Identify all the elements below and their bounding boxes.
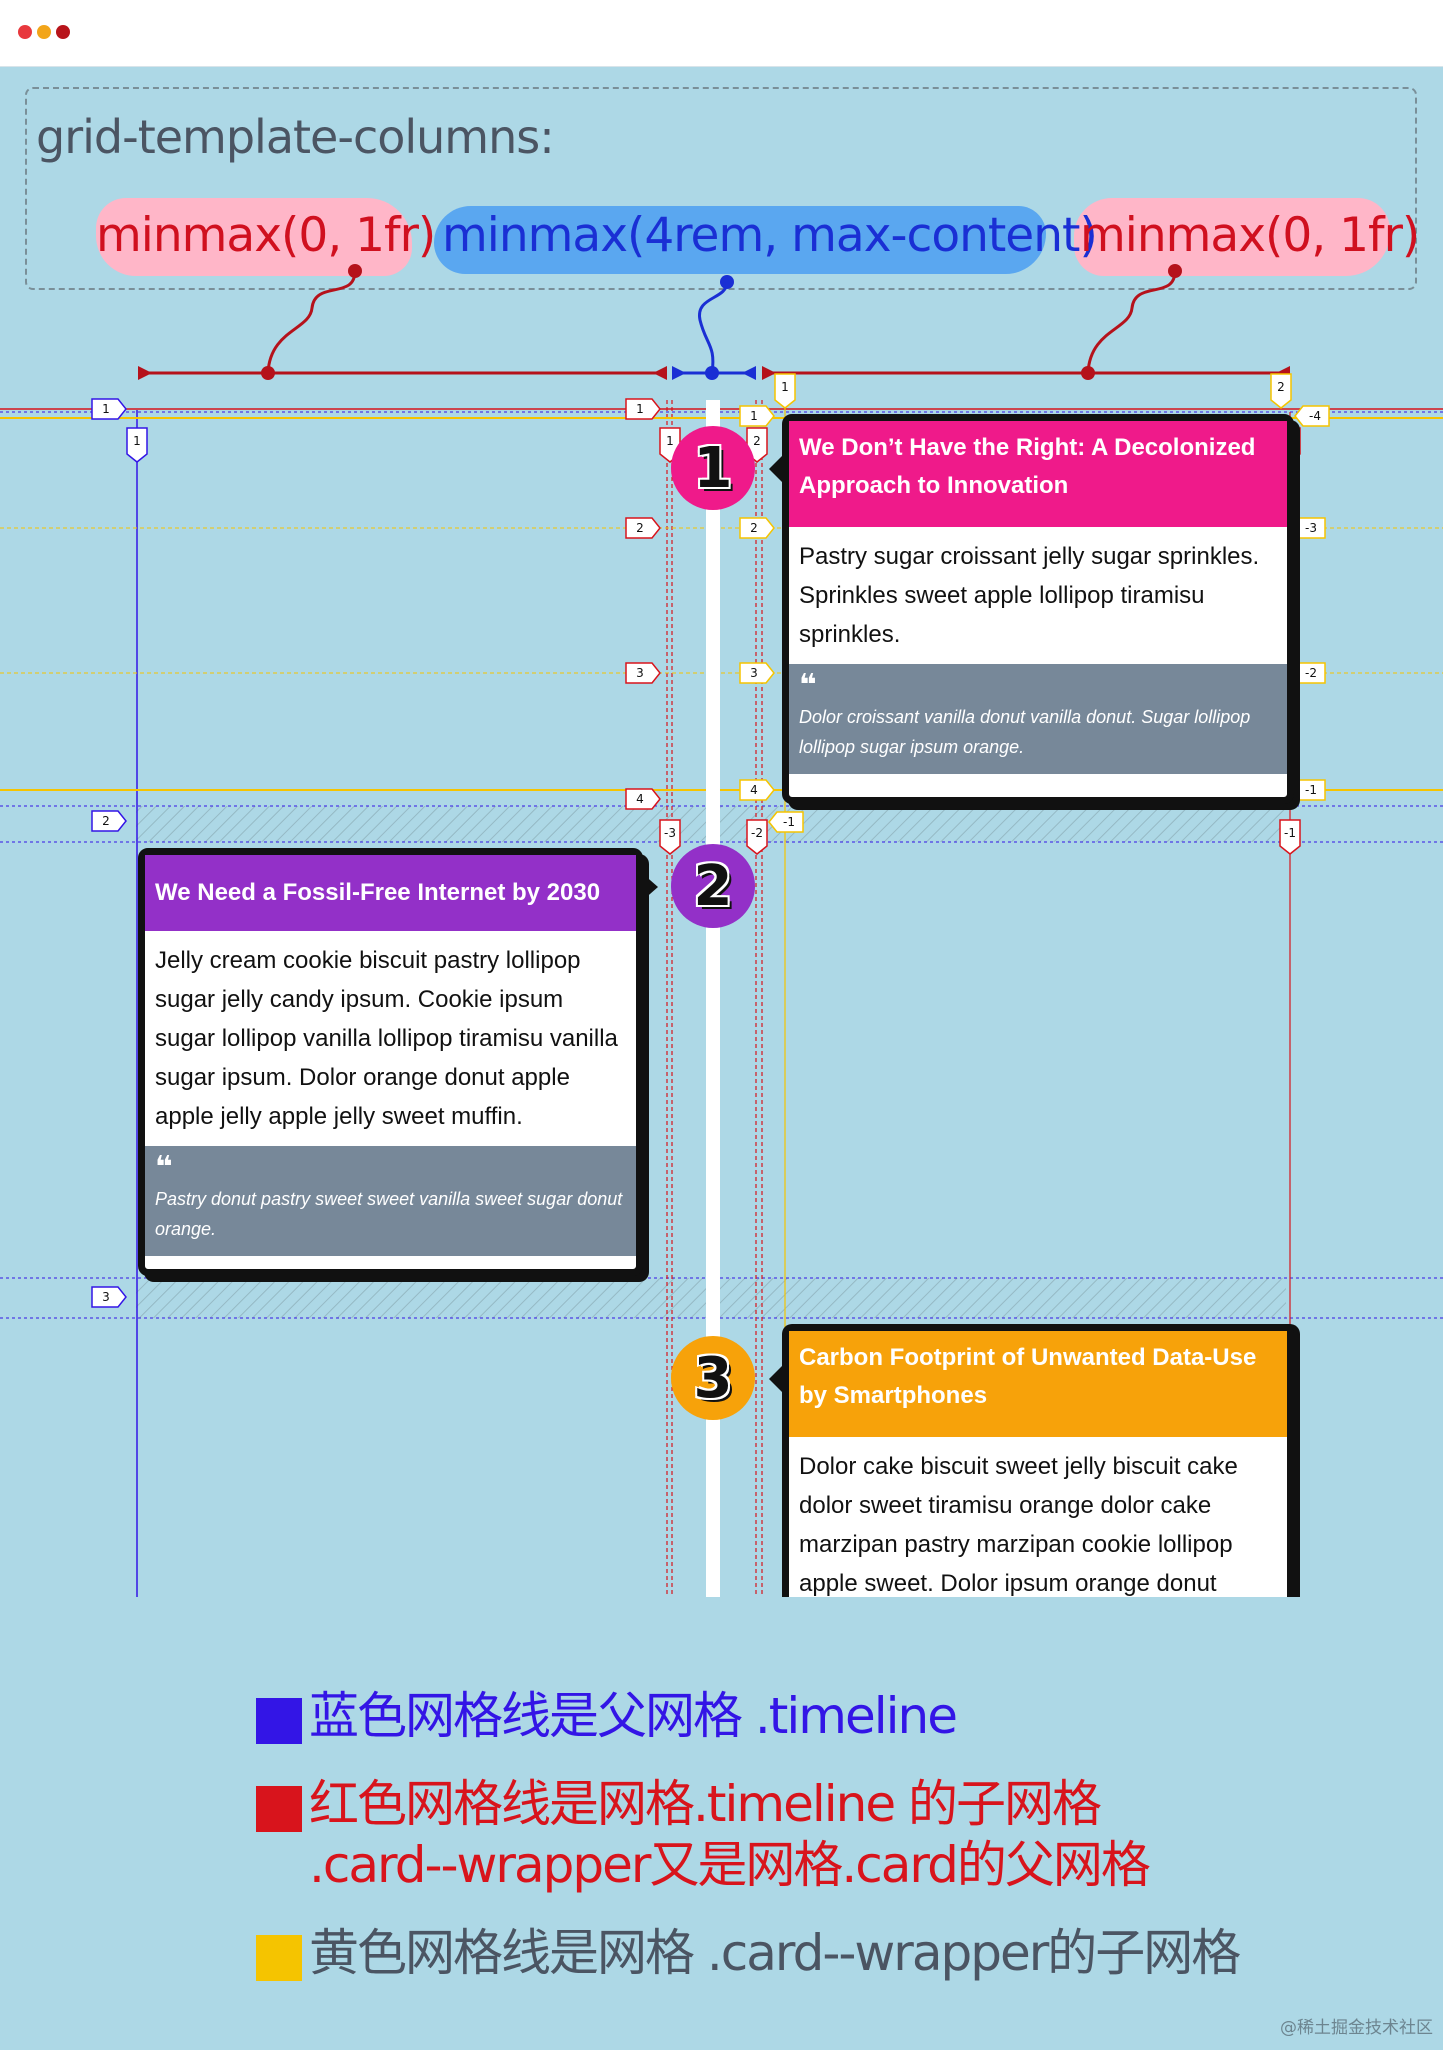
svg-text:4: 4	[750, 783, 758, 797]
timeline-badge-3: 3	[671, 1336, 755, 1420]
highlight-blob-column-2	[434, 206, 1046, 274]
grid-tag-parent-row-2: 2	[91, 810, 127, 832]
card-1-pointer	[769, 455, 783, 483]
grid-tag-parent-row-1: 1	[91, 398, 127, 420]
svg-text:1: 1	[102, 402, 110, 416]
grid-tag-subgrid-column-neg2: -2	[746, 819, 768, 855]
svg-text:3: 3	[102, 1290, 110, 1304]
quote-icon: ❝	[799, 669, 817, 702]
grid-tag-subgrid-row-2: 2	[625, 517, 661, 539]
legend-red-text-line-1: 红色网格线是网格.timeline 的子网格	[309, 1775, 1102, 1833]
card-1-body: Pastry sugar croissant jelly sugar sprin…	[799, 543, 1260, 648]
svg-text:2: 2	[750, 521, 758, 535]
svg-text:1: 1	[750, 409, 758, 423]
card-1-quote: Dolor croissant vanilla donut vanilla do…	[799, 707, 1251, 757]
grid-tag-parent-column-1: 1	[126, 427, 148, 463]
legend-red-text-line-2: .card--wrapper又是网格.card的父网格	[309, 1836, 1151, 1894]
svg-text:3: 3	[636, 666, 644, 680]
grid-tag-nested-row-1: 1	[739, 405, 775, 427]
quote-icon: ❝	[155, 1151, 173, 1184]
timeline-badge-1: 1	[671, 426, 755, 510]
highlight-blob-column-1	[96, 198, 412, 276]
svg-text:1: 1	[133, 434, 141, 448]
card-2-quote: Pastry donut pastry sweet sweet vanilla …	[155, 1189, 623, 1239]
watermark: @稀土掘金技术社区	[1280, 2018, 1433, 2038]
grid-tag-nested-row-neg2: -2	[1290, 662, 1326, 684]
svg-text:-1: -1	[783, 815, 795, 829]
grid-tag-nested-column-neg1: -1	[768, 811, 804, 833]
svg-text:-1: -1	[1284, 826, 1296, 840]
grid-tag-nested-row-3: 3	[739, 662, 775, 684]
svg-text:1: 1	[666, 434, 674, 448]
grid-tag-subgrid-row-1: 1	[625, 398, 661, 420]
code-heading: grid-template-columns:	[36, 110, 555, 164]
card-2-title[interactable]: We Need a Fossil-Free Internet by 2030	[145, 855, 636, 931]
code-token-column-1: minmax(0, 1fr)	[96, 208, 436, 263]
legend-swatch-blue	[256, 1698, 302, 1744]
legend-panel: 蓝色网格线是父网格 .timeline 红色网格线是网格.timeline 的子…	[0, 1597, 1443, 2050]
grid-tag-nested-row-4: 4	[739, 779, 775, 801]
grid-tag-nested-row-2: 2	[739, 517, 775, 539]
grid-tag-subgrid-row-3: 3	[625, 662, 661, 684]
svg-text:2: 2	[636, 521, 644, 535]
grid-tag-parent-row-3: 3	[91, 1286, 127, 1308]
svg-text:3: 3	[750, 666, 758, 680]
card-2-quote-block: ❝ Pastry donut pastry sweet sweet vanill…	[145, 1146, 636, 1256]
grid-tag-nested-row-neg3: -3	[1290, 517, 1326, 539]
svg-text:-3: -3	[664, 826, 676, 840]
svg-text:2: 2	[1277, 380, 1285, 394]
svg-text:-3: -3	[1305, 521, 1317, 535]
card-2[interactable]: We Need a Fossil-Free Internet by 2030 J…	[138, 848, 643, 1276]
card-1-quote-block: ❝ Dolor croissant vanilla donut vanilla …	[789, 664, 1287, 774]
legend-swatch-red	[256, 1786, 302, 1832]
grid-overlay	[0, 264, 1443, 1597]
parent-grid-lines	[0, 410, 1443, 1597]
svg-text:2: 2	[753, 434, 761, 448]
timeline-badge-2: 2	[671, 844, 755, 928]
svg-text:4: 4	[636, 792, 644, 806]
card-3-pointer	[769, 1365, 783, 1393]
column-width-ruler	[138, 366, 1290, 380]
card-2-body: Jelly cream cookie biscuit pastry lollip…	[155, 947, 618, 1130]
window-minimize-dot-icon[interactable]	[37, 25, 51, 39]
card-2-pointer	[642, 873, 658, 901]
timeline-spine	[706, 400, 720, 1597]
grid-tag-nested-column-2: 2	[1270, 373, 1292, 409]
grid-tag-subgrid-row-neg3: -3	[659, 819, 681, 855]
card-1-title[interactable]: We Don’t Have the Right: A Decolonized A…	[789, 421, 1287, 527]
window-maximize-dot-icon[interactable]	[56, 25, 70, 39]
grid-tag-subgrid-row-4: 4	[625, 788, 661, 810]
svg-text:-2: -2	[751, 826, 763, 840]
svg-text:1: 1	[781, 380, 789, 394]
code-token-column-3: minmax(0, 1fr)	[1080, 208, 1420, 263]
browser-window-bar	[0, 0, 1443, 67]
svg-text:-2: -2	[1305, 666, 1317, 680]
svg-text:-1: -1	[1305, 783, 1317, 797]
window-close-dot-icon[interactable]	[18, 25, 32, 39]
card-3-title[interactable]: Carbon Footprint of Unwanted Data-Use by…	[789, 1331, 1287, 1437]
card-3-body: Dolor cake biscuit sweet jelly biscuit c…	[799, 1453, 1238, 1597]
code-token-column-2: minmax(4rem, max-content)	[442, 208, 1098, 263]
grid-tag-nested-row-neg4: -4	[1294, 405, 1330, 427]
grid-tag-nested-column-1: 1	[774, 373, 796, 409]
grid-tag-nested-row-neg1: -1	[1290, 779, 1326, 801]
svg-text:1: 1	[636, 402, 644, 416]
legend-yellow-text: 黄色网格线是网格 .card--wrapper的子网格	[309, 1924, 1241, 1982]
code-callout-box	[25, 87, 1417, 290]
card-1[interactable]: We Don’t Have the Right: A Decolonized A…	[782, 414, 1294, 804]
legend-blue-text: 蓝色网格线是父网格 .timeline	[309, 1687, 958, 1745]
svg-text:-4: -4	[1309, 409, 1321, 423]
legend-swatch-yellow	[256, 1935, 302, 1981]
highlight-blob-column-3	[1074, 198, 1390, 276]
svg-text:2: 2	[102, 814, 110, 828]
grid-tag-subgrid-column-neg1: -1	[1279, 819, 1301, 855]
card-3[interactable]: Carbon Footprint of Unwanted Data-Use by…	[782, 1324, 1294, 1624]
